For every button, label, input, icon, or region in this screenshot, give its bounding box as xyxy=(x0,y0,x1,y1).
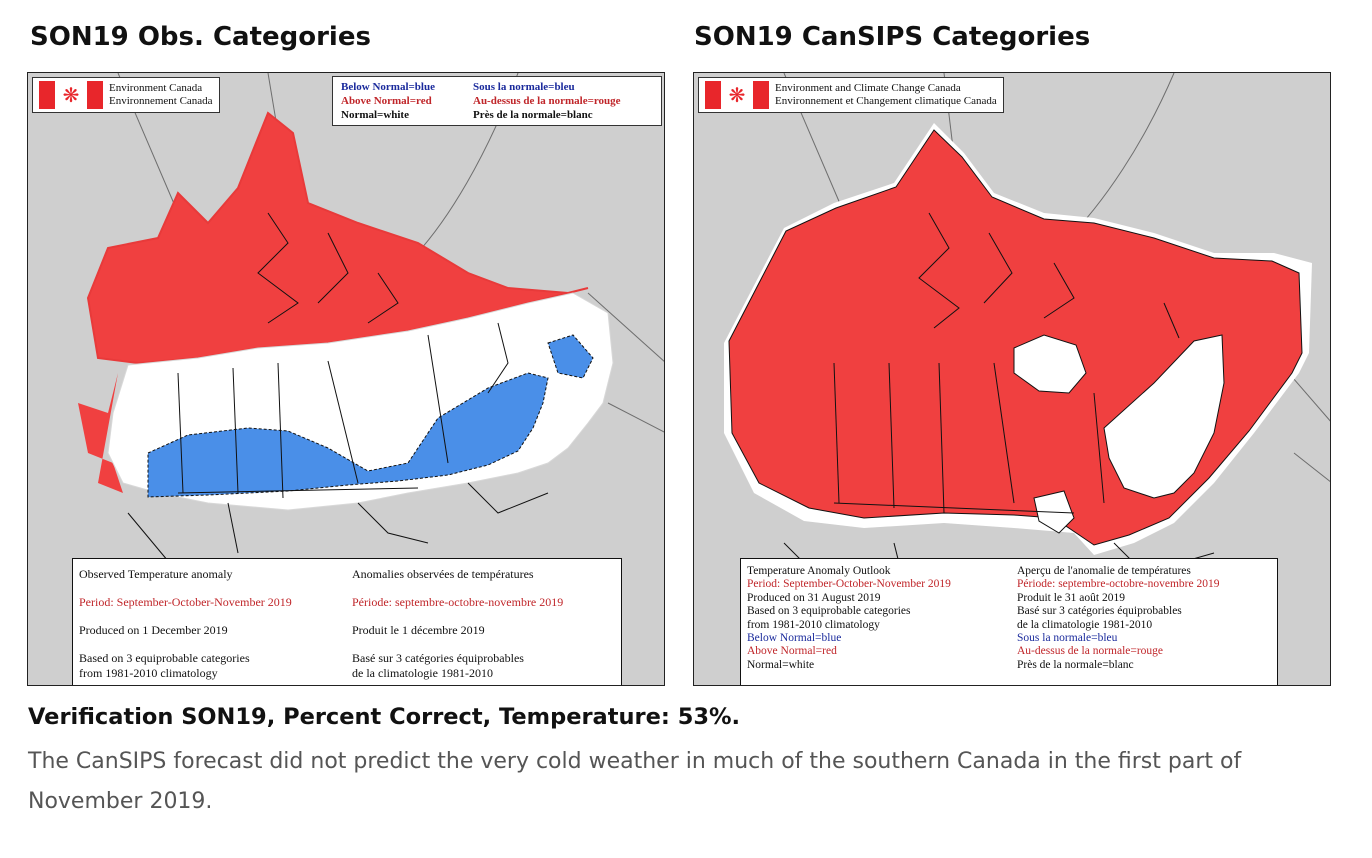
info-period-fr: Période: septembre-octobre-novembre 2019 xyxy=(352,595,564,609)
left-panel-title: SON19 Obs. Categories xyxy=(30,22,371,52)
map-legend: Below Normal=blue Sous la normale=bleu Ab… xyxy=(332,76,662,126)
info-title-en: Observed Temperature anomaly xyxy=(79,567,233,581)
logo-line-fr: Environnement et Changement climatique C… xyxy=(775,95,997,107)
info-based-en-1: Based on 3 equiprobable categories xyxy=(79,651,250,665)
info-normal-en: Normal=white xyxy=(747,658,815,671)
legend-below-fr: Sous la normale=bleu xyxy=(473,81,575,93)
canada-flag-icon: ❋ xyxy=(705,81,769,109)
info-produced-fr: Produit le 31 août 2019 xyxy=(1017,591,1125,604)
info-title-en: Temperature Anomaly Outlook xyxy=(747,565,891,577)
caption-text: The CanSIPS forecast did not predict the… xyxy=(28,749,1242,814)
info-based-fr-1: Basé sur 3 catégories équiprobables xyxy=(352,651,524,665)
verification-heading: Verification SON19, Percent Correct, Tem… xyxy=(28,704,741,730)
logo-line-en: Environment Canada xyxy=(109,82,203,94)
normal-region-hudson xyxy=(1013,334,1087,394)
info-period-fr: Période: septembre-octobre-novembre 2019 xyxy=(1017,578,1220,591)
below-normal-region xyxy=(147,372,549,498)
legend-above-en: Above Normal=red xyxy=(341,95,432,107)
info-normal-fr: Près de la normale=blanc xyxy=(1017,658,1134,671)
observed-map-graphic xyxy=(78,73,664,574)
logo-line-en: Environment and Climate Change Canada xyxy=(775,82,961,94)
info-based-fr-1: Basé sur 3 catégories équiprobables xyxy=(1017,605,1182,618)
info-above-fr: Au-dessus de la normale=rouge xyxy=(1017,645,1164,658)
eccc-logo: ❋ Environment and Climate Change Canada … xyxy=(698,77,1004,113)
info-based-fr-2: de la climatologie 1981-2010 xyxy=(1017,618,1153,631)
logo-line-fr: Environnement Canada xyxy=(109,95,213,107)
info-below-en: Below Normal=blue xyxy=(747,632,842,645)
info-based-en-1: Based on 3 equiprobable categories xyxy=(747,605,911,618)
info-above-en: Above Normal=red xyxy=(747,645,837,658)
info-based-fr-2: de la climatologie 1981-2010 xyxy=(352,666,493,680)
legend-normal-fr: Près de la normale=blanc xyxy=(473,109,593,121)
info-below-fr: Sous la normale=bleu xyxy=(1017,632,1118,645)
legend-above-fr: Au-dessus de la normale=rouge xyxy=(473,95,621,107)
info-produced-en: Produced on 1 December 2019 xyxy=(79,623,228,637)
observed-categories-map: ❋ Environment Canada Environnement Canad… xyxy=(27,72,665,686)
info-period-en: Period: September-October-November 2019 xyxy=(79,595,292,609)
info-title-fr: Aperçu de l'anomalie de températures xyxy=(1017,565,1191,577)
cansips-info-box: Temperature Anomaly Outlook Period: Sept… xyxy=(740,558,1278,685)
legend-below-en: Below Normal=blue xyxy=(341,81,435,93)
normal-region-quebec xyxy=(1103,334,1225,499)
right-panel-title: SON19 CanSIPS Categories xyxy=(694,22,1091,52)
environment-canada-logo: ❋ Environment Canada Environnement Canad… xyxy=(32,77,220,113)
legend-normal-en: Normal=white xyxy=(341,109,409,121)
observed-info-box: Observed Temperature anomaly Period: Sep… xyxy=(72,558,622,685)
info-produced-en: Produced on 31 August 2019 xyxy=(747,591,881,604)
info-period-en: Period: September-October-November 2019 xyxy=(747,578,951,591)
info-based-en-2: from 1981-2010 climatology xyxy=(79,666,218,680)
canada-flag-icon: ❋ xyxy=(39,81,103,109)
cansips-categories-map: ❋ Environment and Climate Change Canada … xyxy=(693,72,1331,686)
cansips-map-graphic xyxy=(724,73,1330,594)
info-title-fr: Anomalies observées de températures xyxy=(352,567,534,581)
info-produced-fr: Produit le 1 décembre 2019 xyxy=(352,623,485,637)
info-based-en-2: from 1981-2010 climatology xyxy=(747,618,880,631)
